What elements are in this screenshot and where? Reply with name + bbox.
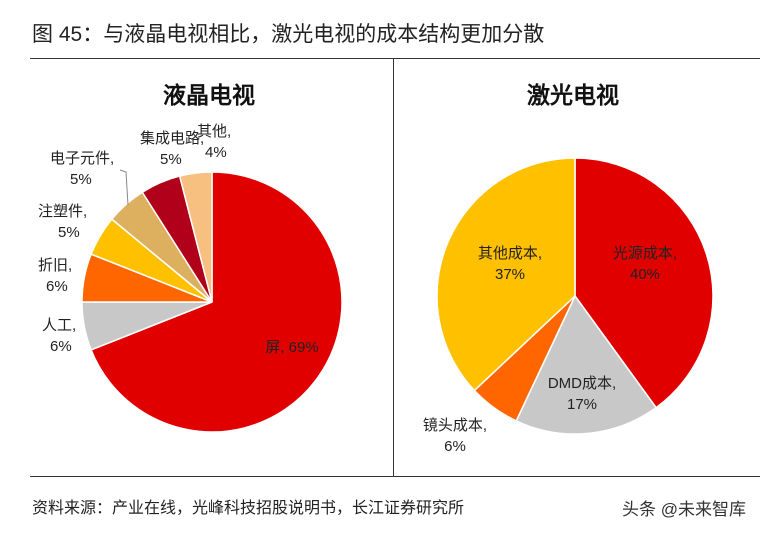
- divider: [393, 58, 394, 476]
- bottom-rule: [30, 476, 760, 477]
- data-label: 注塑件, 5%: [38, 203, 87, 241]
- data-label: 其他, 4%: [197, 123, 231, 161]
- leader-line: [119, 169, 129, 206]
- watermark: 头条 @未来智库: [622, 500, 746, 519]
- data-label: 电子元件, 5%: [50, 150, 114, 188]
- pie-slice-1-0: [574, 157, 714, 409]
- source-note: 资料来源：产业在线，光峰科技招股说明书，长江证券研究所: [32, 500, 465, 517]
- data-label: 折旧, 6%: [38, 257, 72, 295]
- pie-slice-0-0: [90, 171, 343, 433]
- top-rule: [30, 58, 760, 59]
- data-label: 人工, 6%: [42, 317, 76, 355]
- lcd-chart-title: 液晶电视: [163, 82, 255, 108]
- data-label: 集成电路, 5%: [140, 130, 204, 168]
- pie-slice-1-1: [515, 294, 658, 435]
- laser-chart-title: 激光电视: [527, 82, 619, 108]
- data-label: 屏, 69%: [265, 339, 318, 356]
- data-label: 光源成本, 40%: [613, 245, 677, 283]
- data-label: 镜头成本, 6%: [423, 416, 487, 455]
- data-label: DMD成本, 17%: [548, 375, 616, 413]
- pie-slice-0-6: [178, 171, 213, 303]
- figure-title: 图 45：与液晶电视相比，激光电视的成本结构更加分散: [32, 23, 545, 46]
- data-label: 其他成本, 37%: [478, 245, 542, 283]
- pie-slice-1-3: [436, 157, 576, 392]
